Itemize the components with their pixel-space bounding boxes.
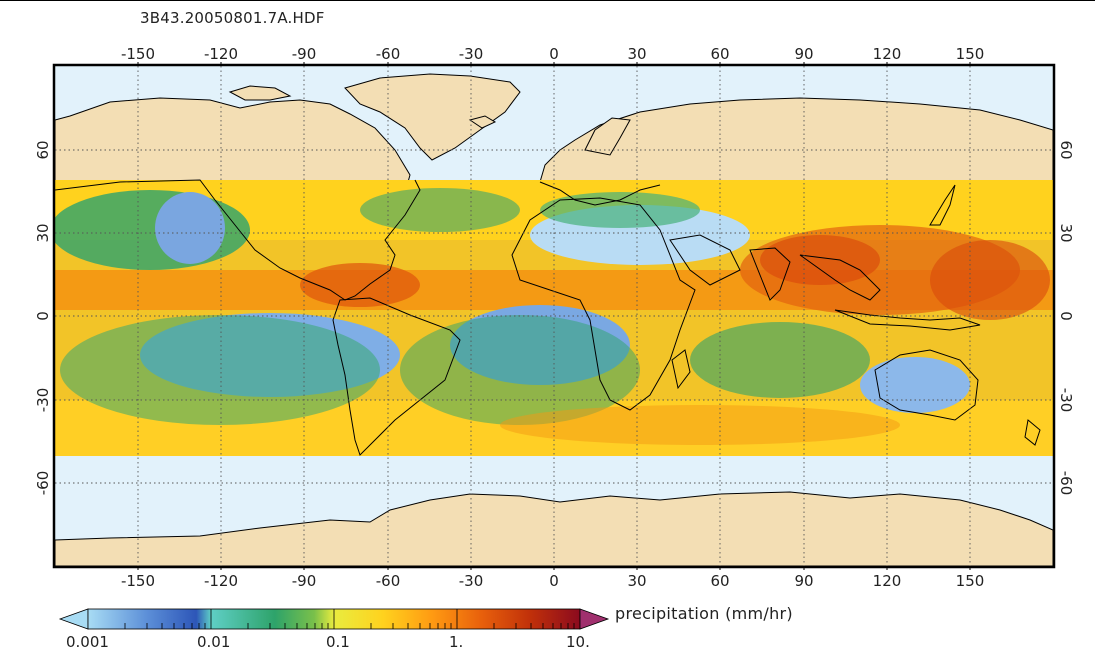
coast-japan [929,184,956,226]
colorbar-label: 0.01 [197,633,231,651]
colorbar-label: 0.1 [326,633,350,651]
lon-label-top: 150 [956,45,985,63]
precip-dry-north-pacific [155,192,225,264]
colorbar-label: 1. [449,633,464,651]
colorbar [58,608,610,630]
lat-label-left: 0 [34,311,52,321]
colorbar-under-arrow [58,608,89,630]
precip-wet-central-america [300,263,420,307]
lon-label-top: -150 [121,45,155,63]
lon-label-bottom: 90 [794,572,813,590]
lat-labels-right: 60 30 0 -30 -60 [1057,140,1075,495]
precip-green-south-atlantic [400,315,640,425]
precip-green-indian [690,322,870,398]
land-iceland [468,115,497,129]
lon-label-bottom: -60 [376,572,401,590]
lon-label-bottom: 0 [549,572,559,590]
coast-south-america [332,297,461,456]
coast-se-asia [799,254,881,301]
land-scandinavia [584,117,631,156]
coast-indonesia [834,309,981,331]
lon-label-top: 60 [710,45,729,63]
lon-label-bottom: 30 [627,572,646,590]
precip-green-south-pacific [60,315,380,425]
colorbar-ticks [124,609,575,629]
lon-labels-top: -150 -120 -90 -60 -30 0 30 60 90 120 150 [121,45,984,63]
lat-label-left: 60 [34,140,52,159]
land-masses [55,73,1053,566]
lon-label-top: 30 [627,45,646,63]
lat-label-right: -60 [1057,471,1075,496]
precip-green-mediterranean [540,192,700,228]
lat-label-left: -60 [34,471,52,496]
coast-africa [511,197,696,411]
lon-label-top: -120 [204,45,238,63]
precip-green-nw-atlantic [360,188,520,232]
lon-label-bottom: 60 [710,572,729,590]
colorbar-over-arrow [579,608,610,630]
precip-wet-southern-ocean [500,405,900,445]
lat-label-right: 60 [1057,140,1075,159]
lat-label-right: -30 [1057,388,1075,413]
coast-north-america [55,179,421,301]
land-arctic-islands [228,85,292,101]
coast-new-zealand [1024,419,1041,446]
lon-label-top: 120 [873,45,902,63]
colorbar-title: precipitation (mm/hr) [615,604,793,623]
lon-label-bottom: -120 [204,572,238,590]
precip-wet-bay-bengal [760,235,880,285]
coast-europe [539,181,661,206]
land-eurasia [539,97,1053,183]
colorbar-label: 10. [566,633,590,651]
frame-ticks [137,62,971,570]
lon-labels-bottom: -150 -120 -90 -60 -30 0 30 60 90 120 150 [121,572,984,590]
lat-labels-left: 60 30 0 -30 -60 [34,140,52,495]
top-border [0,0,1095,1]
lat-label-left: -30 [34,388,52,413]
lon-label-bottom: -150 [121,572,155,590]
lon-label-bottom: -30 [459,572,484,590]
lon-label-top: 90 [794,45,813,63]
land-greenland [344,73,521,161]
coast-australia [874,349,979,421]
lon-label-top: -60 [376,45,401,63]
lon-label-bottom: 150 [956,572,985,590]
lon-label-bottom: 120 [873,572,902,590]
lat-label-right: 0 [1057,311,1075,321]
lat-label-left: 30 [34,223,52,242]
lat-label-right: 30 [1057,223,1075,242]
precip-dry-australia [860,357,970,413]
land-antarctica [55,491,1053,566]
lon-label-bottom: -90 [292,572,317,590]
coast-madagascar [671,349,691,390]
coast-arabia [669,234,741,286]
lon-label-top: -30 [459,45,484,63]
precip-wet-west-pacific [930,240,1050,320]
coastlines [55,179,1041,456]
file-title: 3B43.20050801.7A.HDF [140,9,325,27]
colorbar-label: 0.001 [66,633,109,651]
coast-india [749,247,791,301]
lon-label-top: 0 [549,45,559,63]
lon-label-top: -90 [292,45,317,63]
